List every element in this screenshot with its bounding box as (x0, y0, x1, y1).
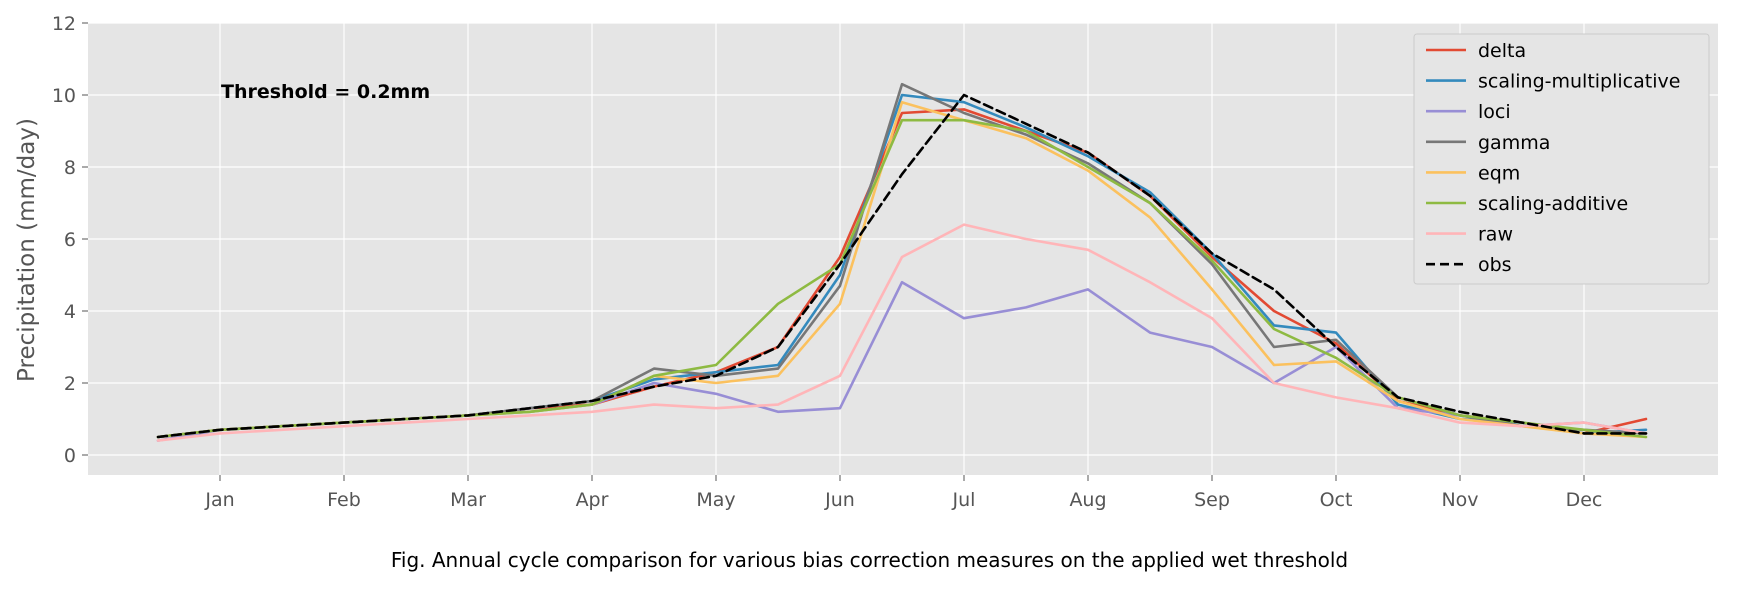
x-tick-label: Mar (450, 489, 486, 511)
legend-label-delta: delta (1478, 40, 1526, 62)
x-tick-label: Jan (204, 489, 234, 511)
legend-label-scaling-multiplicative: scaling-multiplicative (1478, 71, 1680, 93)
x-axis: Jan Feb Mar Apr May Jun Jul Aug Sep Oct Nov Dec (204, 475, 1602, 511)
y-tick-label: 12 (52, 13, 76, 35)
y-tick-label: 4 (64, 301, 76, 323)
series-line-obs (156, 93, 1648, 439)
legend-box (1413, 33, 1710, 285)
x-tick-label: Sep (1194, 489, 1230, 511)
series-lines (156, 82, 1648, 442)
legend: delta scaling-multiplicative loci gamma eqm s… (1413, 33, 1710, 285)
threshold-annotation: Threshold = 0.2mm (221, 81, 430, 103)
x-tick-label: May (696, 489, 735, 511)
legend-label-scaling-additive: scaling-additive (1478, 193, 1628, 215)
y-tick-label: 6 (64, 229, 76, 251)
x-tick-label: Jun (824, 489, 855, 511)
x-tick-label: Oct (1320, 489, 1353, 511)
x-tick-label: Aug (1069, 489, 1106, 511)
y-axis-label: Precipitation (mm/day) (14, 118, 40, 382)
x-tick-label: Dec (1566, 489, 1603, 511)
precipitation-line-chart: 0 2 4 6 8 10 12 Jan Feb Mar Apr May Jun Jul Aug Sep Oct… (14, 13, 1718, 511)
legend-label-raw: raw (1478, 224, 1513, 246)
legend-label-obs: obs (1478, 254, 1512, 276)
x-tick-label: Feb (327, 489, 361, 511)
y-tick-label: 2 (64, 373, 76, 395)
y-tick-label: 8 (64, 157, 76, 179)
y-axis: 0 2 4 6 8 10 12 (52, 13, 88, 467)
legend-label-eqm: eqm (1478, 162, 1520, 184)
y-tick-label: 10 (52, 85, 76, 107)
legend-label-loci: loci (1478, 101, 1511, 123)
x-tick-label: Jul (952, 489, 976, 511)
x-tick-label: Apr (576, 489, 609, 511)
figure-caption: Fig. Annual cycle comparison for various… (390, 548, 1349, 572)
y-tick-label: 0 (64, 445, 76, 467)
x-tick-label: Nov (1441, 489, 1478, 511)
series-line-raw (156, 223, 1648, 442)
legend-label-gamma: gamma (1478, 132, 1550, 154)
